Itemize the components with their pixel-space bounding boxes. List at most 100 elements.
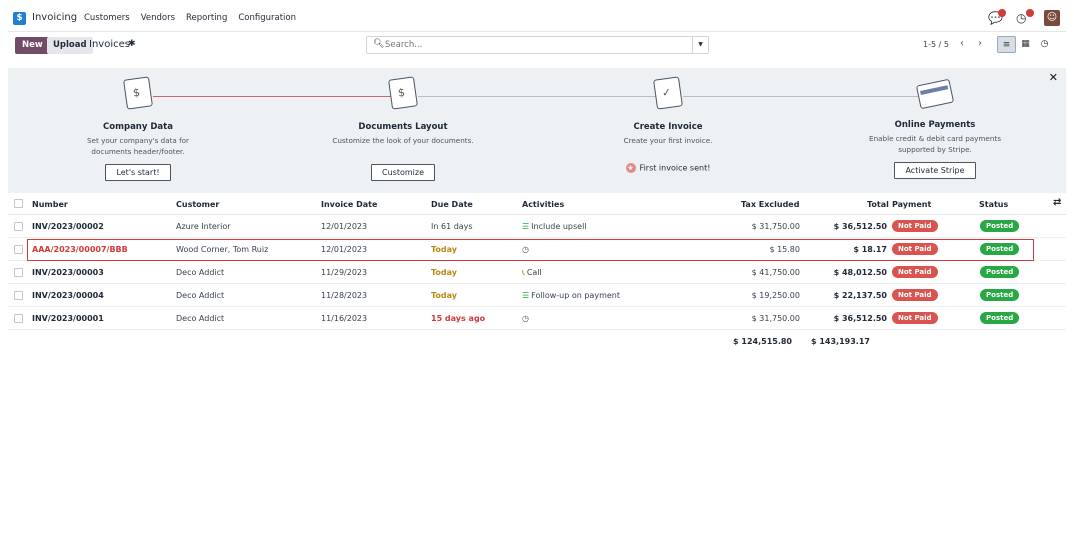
payment-status-badge: Not Paid [892,243,938,255]
list-icon[interactable]: ☰ [522,291,530,300]
lets-start-button[interactable]: Let's start! [105,164,171,181]
total: $ 18.17 [853,245,887,254]
col-total[interactable]: Total [867,200,889,209]
status-badge: Posted [980,220,1020,232]
chevron-left-icon[interactable]: ‹ [960,38,964,49]
due-date: Today [431,291,457,300]
close-icon[interactable]: ✕ [1048,71,1058,84]
clock-icon[interactable]: ◷ [522,245,529,254]
status-badge: Posted [980,289,1020,301]
col-activities[interactable]: Activities [522,200,565,209]
upload-button[interactable]: Upload [47,37,93,54]
payment-status-badge: Not Paid [892,266,938,278]
table-row[interactable]: INV/2023/00002 Azure Interior 12/01/2023 In… [8,215,1066,238]
row-checkbox[interactable] [14,268,23,277]
row-checkbox[interactable] [14,291,23,300]
table-row[interactable]: AAA/2023/00007/BBB Wood Corner, Tom Ruiz 1… [8,238,1066,261]
customize-button[interactable]: Customize [371,164,435,181]
pager-value[interactable]: 1-5 / 5 [923,40,949,49]
systray: 💬 ◷ ☺ [988,9,1060,26]
col-due-date[interactable]: Due Date [431,200,473,209]
gear-icon[interactable]: ✱ [128,39,136,49]
breadcrumb: Invoices [89,39,130,50]
total: $ 36,512.50 [833,314,887,323]
col-status[interactable]: Status [979,200,1009,209]
activity[interactable]: ◷ [522,245,531,254]
user-avatar[interactable]: ☺ [1044,10,1060,26]
progress-line [683,96,933,97]
step-online-payments: Online Payments Enable credit & debit ca… [835,78,1035,179]
customer-name: Azure Interior [176,222,231,231]
clock-icon[interactable]: ◷ [522,314,529,323]
menu-vendors[interactable]: Vendors [140,13,176,23]
divider [8,31,1066,32]
optional-columns-icon[interactable]: ⇄ [1053,197,1062,208]
credit-card-icon [915,78,955,110]
step-title: Create Invoice [633,122,703,132]
kanban-view-icon[interactable]: ▦ [1021,39,1030,49]
progress-line-done [153,96,403,97]
progress-line [418,96,668,97]
chat-icon[interactable]: 💬 [988,9,1006,25]
step-title: Online Payments [894,120,976,130]
activate-stripe-button[interactable]: Activate Stripe [894,162,976,179]
list-icon[interactable]: ☰ [522,222,530,231]
list-view-icon[interactable]: ≡ [997,36,1016,53]
col-number[interactable]: Number [32,200,68,209]
invoice-date: 11/16/2023 [321,314,368,323]
customer-name: Deco Addict [176,314,225,323]
payment-status-badge: Not Paid [892,220,938,232]
menu-reporting[interactable]: Reporting [186,13,228,23]
step-title: Documents Layout [358,122,448,132]
invoice-date: 12/01/2023 [321,245,368,254]
col-customer[interactable]: Customer [176,200,220,209]
invoice-number[interactable]: INV/2023/00004 [32,291,104,300]
step-documents-layout: Documents Layout Customize the look of y… [303,76,503,181]
activity[interactable]: ☰ Follow-up on payment [522,291,620,300]
activity-view-icon[interactable]: ◷ [1040,39,1049,49]
menu-customers[interactable]: Customers [84,13,130,23]
col-tax-excluded[interactable]: Tax Excluded [741,200,800,209]
activity[interactable]: 📞︎ Call [522,268,542,278]
step-description: Customize the look of your documents. [332,136,474,145]
step-done-status: ★ First invoice sent! [568,163,768,173]
activity-badge [1026,9,1034,17]
chevron-right-icon[interactable]: › [978,38,982,49]
activity[interactable]: ◷ [522,314,531,323]
new-button[interactable]: New [15,37,50,54]
row-checkbox[interactable] [14,314,23,323]
col-payment[interactable]: Payment [892,200,932,209]
activity-clock-icon[interactable]: ◷ [1016,9,1034,25]
table-row[interactable]: INV/2023/00003 Deco Addict 11/29/2023 Today… [8,261,1066,284]
document-dollar-icon [123,76,153,110]
app-name[interactable]: Invoicing [32,12,78,23]
tax-excluded: $ 15.80 [769,245,800,254]
activity-label: Include upsell [531,222,587,231]
search-bar: 🔍︎ ▼ [366,36,709,54]
menu-configuration[interactable]: Configuration [238,13,296,23]
total-tax-excluded: $ 124,515.80 [733,337,792,346]
invoice-number[interactable]: AAA/2023/00007/BBB [32,245,128,254]
invoice-number[interactable]: INV/2023/00003 [32,268,104,277]
table-row[interactable]: INV/2023/00001 Deco Addict 11/16/2023 15 da… [8,307,1066,330]
step-done-label: First invoice sent! [639,163,711,173]
pager-arrows: ‹ › [953,36,989,53]
search-options-dropdown[interactable]: ▼ [692,37,708,53]
status-badge: Posted [980,243,1020,255]
activity[interactable]: ☰ Include upsell [522,222,587,231]
customer-name: Deco Addict [176,268,225,277]
row-checkbox[interactable] [14,245,23,254]
search-input[interactable] [385,39,685,51]
document-check-icon [653,76,683,110]
phone-icon[interactable]: 📞︎ [522,268,525,277]
col-invoice-date[interactable]: Invoice Date [321,200,378,209]
payment-status-badge: Not Paid [892,289,938,301]
invoice-date: 11/29/2023 [321,268,368,277]
select-all-checkbox[interactable] [14,199,23,208]
row-checkbox[interactable] [14,222,23,231]
invoice-number[interactable]: INV/2023/00002 [32,222,104,231]
customer-name: Deco Addict [176,291,225,300]
table-row[interactable]: INV/2023/00004 Deco Addict 11/28/2023 Today… [8,284,1066,307]
invoicing-app-icon[interactable]: $ [13,12,26,25]
invoice-number[interactable]: INV/2023/00001 [32,314,104,323]
